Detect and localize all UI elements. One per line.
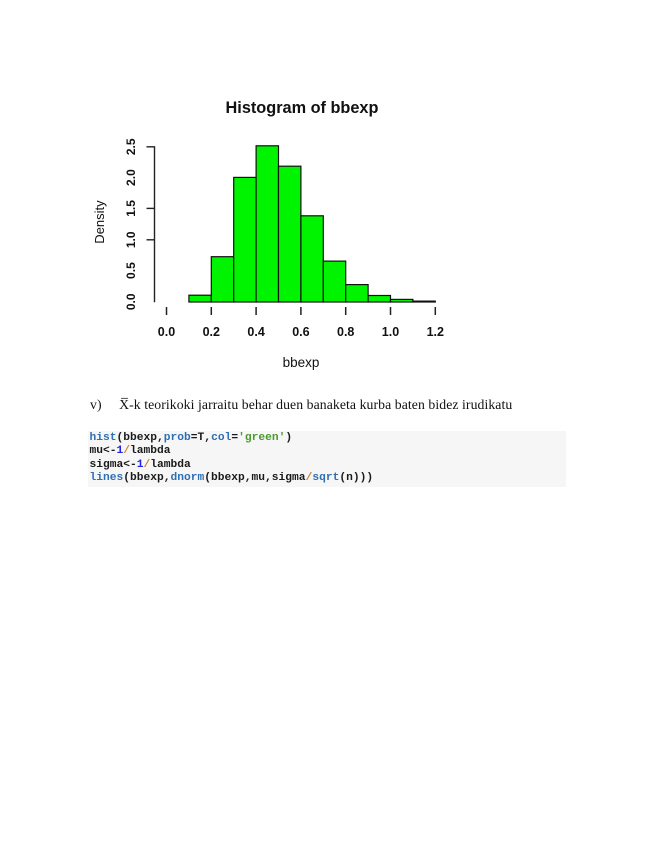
svg-text:0.6: 0.6	[292, 325, 309, 339]
svg-text:1.0: 1.0	[382, 325, 399, 339]
svg-text:0.8: 0.8	[337, 325, 354, 339]
svg-text:1.0: 1.0	[124, 231, 138, 248]
svg-text:bbexp: bbexp	[283, 355, 320, 370]
svg-text:1.5: 1.5	[124, 200, 138, 217]
svg-text:2.5: 2.5	[124, 138, 138, 155]
svg-text:0.5: 0.5	[124, 262, 138, 279]
svg-text:0.4: 0.4	[247, 325, 264, 339]
svg-text:0.2: 0.2	[203, 325, 220, 339]
svg-text:0.0: 0.0	[124, 293, 138, 310]
svg-text:Histogram of bbexp: Histogram of bbexp	[226, 99, 379, 117]
svg-text:0.0: 0.0	[158, 325, 175, 339]
svg-text:1.2: 1.2	[427, 325, 444, 339]
svg-text:2.0: 2.0	[124, 169, 138, 186]
svg-text:Density: Density	[92, 200, 107, 244]
